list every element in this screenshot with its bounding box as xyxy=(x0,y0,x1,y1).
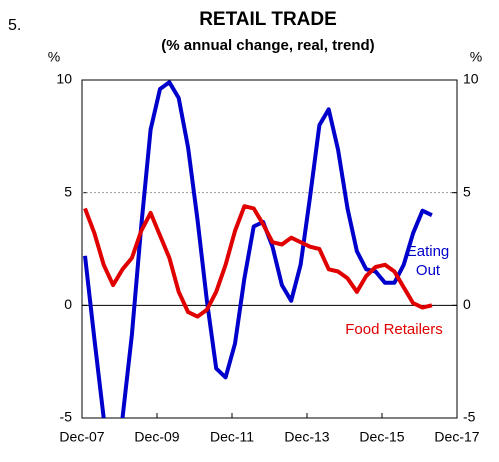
y2-tick-label: -5 xyxy=(463,409,476,425)
y-tick-label: 0 xyxy=(64,296,72,312)
y2-tick-label: 5 xyxy=(463,183,471,199)
series-label: Food Retailers xyxy=(345,321,443,338)
figure-number: 5. xyxy=(8,17,21,34)
chart-subtitle: (% annual change, real, trend) xyxy=(161,37,374,54)
y2-tick-label: 0 xyxy=(463,296,471,312)
y-tick-label: -5 xyxy=(60,409,73,425)
y2-tick-label: 10 xyxy=(463,71,479,87)
x-tick-label: Dec-07 xyxy=(59,429,104,445)
series-label: Eating xyxy=(407,243,450,260)
y-unit: % xyxy=(48,49,60,65)
chart-title: RETAIL TRADE xyxy=(199,9,337,30)
y2-unit: % xyxy=(470,49,482,65)
series-label: Out xyxy=(416,262,441,279)
series-line xyxy=(83,204,433,319)
plot-lines xyxy=(83,80,433,418)
x-tick-label: Dec-13 xyxy=(284,429,329,445)
y-tick-label: 5 xyxy=(64,183,72,199)
x-tick-label: Dec-17 xyxy=(434,429,479,445)
x-tick-label: Dec-15 xyxy=(359,429,404,445)
x-tick-label: Dec-11 xyxy=(210,429,254,445)
plot-frame xyxy=(81,79,458,419)
x-tick-label: Dec-09 xyxy=(134,429,179,445)
y-tick-label: 10 xyxy=(56,71,72,87)
